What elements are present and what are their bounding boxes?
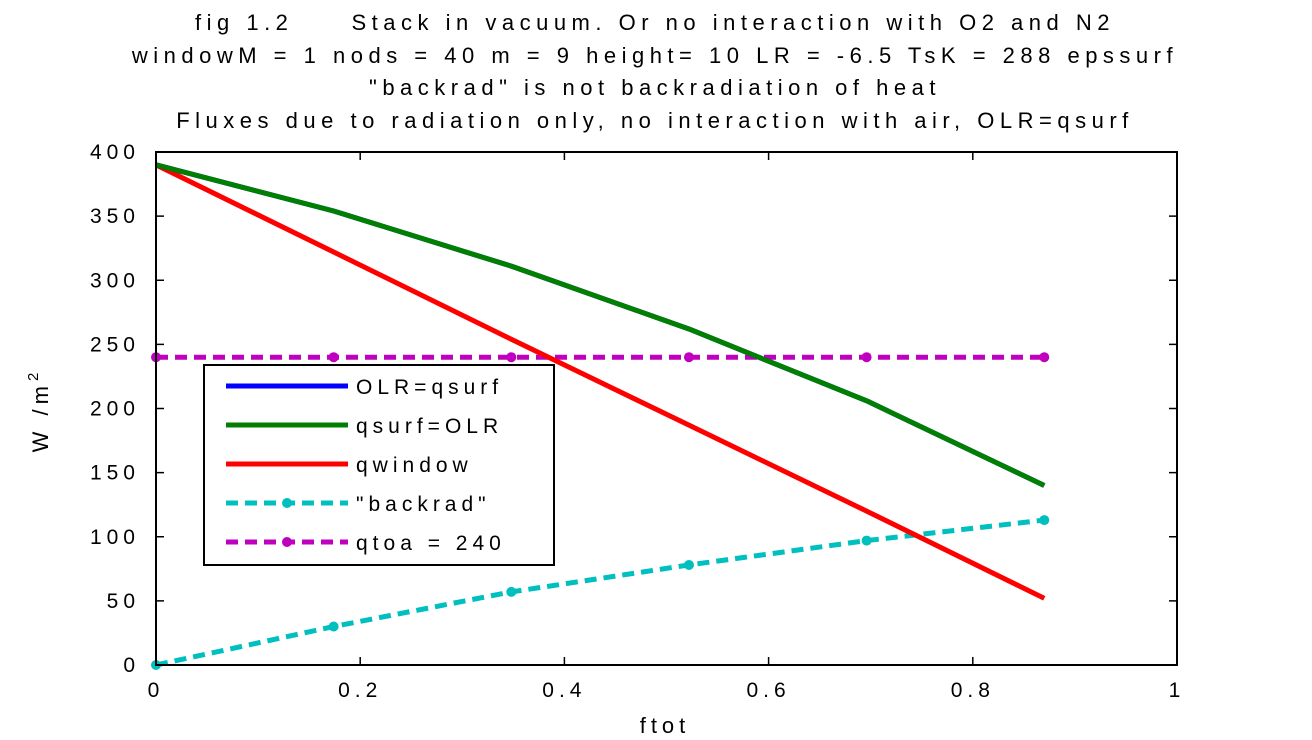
y-tick-label: 300 [90, 269, 140, 292]
plot-frame [155, 151, 1178, 666]
series-point-3 [1039, 515, 1050, 526]
series-point-4 [328, 352, 339, 363]
title-line-2: windowM = 1 nods = 40 m = 9 height= 10 L… [131, 43, 1178, 68]
legend-marker-3 [282, 498, 292, 508]
chart-title-block: fig 1.2 Stack in vacuum. Or no interacti… [131, 10, 1178, 133]
series-layer [151, 162, 1050, 670]
x-tick-label: 0 [148, 679, 165, 702]
series-line-3 [155, 517, 1045, 668]
legend: OLR=qsurf qsurf=OLR qwindow "backrad" qtoa =… [203, 364, 555, 566]
y-axis-label: W /m2 [25, 368, 53, 453]
x-tick-label: 0.6 [746, 679, 790, 702]
series-point-3 [506, 586, 517, 597]
y-axis-label-text: W /m [28, 381, 53, 452]
title-line-1: fig 1.2 Stack in vacuum. Or no interacti… [195, 10, 1115, 35]
series-point-3 [328, 621, 339, 632]
legend-label-1: qsurf=OLR [356, 415, 503, 438]
x-tick-label: 0.8 [951, 679, 995, 702]
legend-label-4: qtoa = 240 [356, 532, 506, 555]
y-tick-label: 100 [90, 526, 140, 549]
y-tick-label: 250 [90, 333, 140, 356]
y-axis-label-superscript: 2 [25, 368, 42, 381]
legend-label-2: qwindow [356, 454, 473, 477]
x-axis-ticks: 0 0.2 0.4 0.6 0.8 1 [148, 152, 1186, 702]
legend-label-0: OLR=qsurf [356, 376, 503, 399]
y-tick-label: 200 [90, 398, 140, 421]
series-point-3 [683, 559, 694, 570]
legend-label-3: "backrad" [356, 493, 491, 516]
svg-text:W /m2: W /m2 [25, 368, 53, 453]
y-tick-label: 0 [123, 654, 140, 677]
legend-marker-4 [282, 537, 292, 547]
series-point-4 [861, 352, 872, 363]
x-axis-label: ftot [640, 713, 691, 738]
y-axis-ticks: 0 50 100 150 200 250 300 350 400 [90, 141, 1177, 677]
series-point-4 [506, 352, 517, 363]
series-point-3 [861, 535, 872, 546]
y-tick-label: 350 [90, 205, 140, 228]
x-tick-label: 1 [1169, 679, 1186, 702]
series-line-2 [154, 162, 1046, 601]
title-line-4: Fluxes due to radiation only, no interac… [176, 108, 1134, 133]
x-tick-label: 0.2 [338, 679, 382, 702]
series-point-4 [683, 352, 694, 363]
y-tick-label: 400 [90, 141, 140, 164]
y-tick-label: 50 [107, 590, 140, 613]
y-tick-label: 150 [90, 462, 140, 485]
series-point-4 [1039, 352, 1050, 363]
series-line-1 [155, 162, 1046, 488]
x-tick-label: 0.4 [542, 679, 586, 702]
title-line-3: "backrad" is not backradiation of heat [369, 75, 941, 100]
